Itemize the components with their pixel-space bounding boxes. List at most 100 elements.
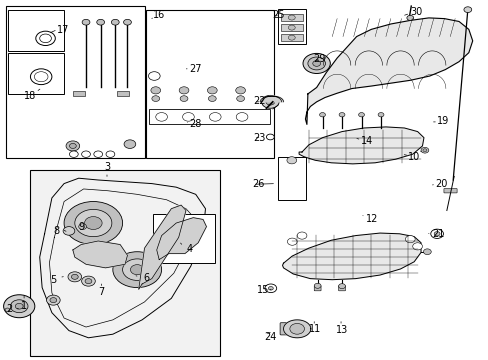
FancyBboxPatch shape [68, 278, 76, 284]
Circle shape [235, 87, 245, 94]
Circle shape [148, 72, 160, 80]
Circle shape [124, 140, 136, 148]
Polygon shape [305, 18, 472, 125]
Bar [8, 10, 64, 51]
Text: 13: 13 [335, 325, 347, 334]
FancyBboxPatch shape [49, 230, 62, 237]
Circle shape [79, 224, 86, 229]
Text: 7: 7 [98, 287, 104, 297]
Text: 28: 28 [189, 120, 202, 129]
Circle shape [36, 31, 55, 45]
Text: 12: 12 [366, 214, 378, 224]
FancyBboxPatch shape [256, 50, 266, 62]
Circle shape [3, 295, 35, 318]
Polygon shape [73, 241, 127, 268]
Circle shape [463, 7, 471, 13]
Circle shape [122, 259, 152, 280]
Text: 1: 1 [21, 301, 27, 311]
FancyBboxPatch shape [10, 55, 31, 92]
Text: 19: 19 [436, 116, 448, 126]
Circle shape [405, 235, 414, 243]
Circle shape [420, 147, 428, 153]
Text: 24: 24 [264, 332, 276, 342]
Circle shape [319, 113, 325, 117]
Circle shape [287, 238, 297, 245]
Polygon shape [282, 233, 420, 280]
Text: 18: 18 [24, 91, 36, 102]
Text: 16: 16 [153, 10, 165, 20]
Polygon shape [157, 218, 206, 260]
Circle shape [430, 229, 443, 238]
Circle shape [297, 232, 306, 239]
Text: 10: 10 [407, 152, 420, 162]
FancyBboxPatch shape [280, 323, 290, 335]
Circle shape [236, 113, 247, 121]
Text: 11: 11 [308, 324, 321, 334]
Circle shape [81, 151, 90, 157]
Circle shape [10, 300, 28, 313]
Circle shape [358, 113, 364, 117]
Circle shape [75, 210, 112, 237]
Circle shape [338, 284, 345, 289]
Circle shape [30, 69, 52, 85]
Circle shape [288, 35, 295, 40]
FancyBboxPatch shape [166, 125, 174, 132]
FancyBboxPatch shape [149, 50, 159, 62]
Bar [153, 214, 215, 263]
Text: 8: 8 [54, 226, 60, 236]
Circle shape [66, 141, 80, 151]
FancyBboxPatch shape [314, 286, 321, 291]
Circle shape [412, 243, 422, 250]
Circle shape [307, 57, 325, 70]
Text: 22: 22 [252, 96, 265, 106]
Text: 15: 15 [256, 285, 269, 296]
Text: 14: 14 [361, 136, 373, 146]
FancyBboxPatch shape [145, 53, 274, 111]
Text: 6: 6 [142, 273, 149, 283]
Circle shape [81, 276, 95, 286]
Circle shape [177, 234, 184, 240]
FancyBboxPatch shape [70, 94, 131, 125]
Circle shape [265, 99, 274, 105]
Text: 3: 3 [104, 162, 110, 172]
Text: 20: 20 [434, 179, 447, 189]
FancyBboxPatch shape [284, 193, 299, 198]
Circle shape [113, 252, 161, 288]
Circle shape [303, 53, 330, 73]
Bar [149, 109, 270, 125]
Text: 29: 29 [312, 54, 325, 64]
FancyBboxPatch shape [9, 14, 36, 50]
Polygon shape [139, 205, 185, 289]
Circle shape [68, 272, 81, 282]
Circle shape [236, 96, 244, 102]
Circle shape [111, 19, 119, 25]
Bar [117, 91, 129, 96]
Text: 23: 23 [252, 133, 265, 143]
Circle shape [82, 19, 90, 25]
Bar [8, 53, 64, 94]
Bar [30, 170, 220, 356]
Circle shape [338, 113, 344, 117]
Circle shape [179, 87, 188, 94]
Bar [281, 24, 302, 31]
Circle shape [5, 308, 10, 312]
Circle shape [46, 295, 60, 305]
FancyBboxPatch shape [443, 189, 456, 193]
Circle shape [69, 143, 76, 148]
Text: 5: 5 [50, 275, 56, 285]
Text: 2: 2 [6, 304, 13, 314]
Circle shape [97, 19, 104, 25]
Text: 17: 17 [57, 25, 69, 35]
Text: 27: 27 [189, 64, 202, 74]
Circle shape [151, 87, 160, 94]
Circle shape [85, 279, 92, 284]
Circle shape [84, 217, 102, 229]
Bar [281, 14, 302, 21]
Bar [277, 157, 305, 200]
Circle shape [406, 15, 413, 21]
Circle shape [208, 96, 216, 102]
Circle shape [50, 298, 57, 303]
Polygon shape [283, 320, 310, 338]
Text: 26: 26 [251, 179, 264, 189]
Bar [277, 9, 305, 44]
